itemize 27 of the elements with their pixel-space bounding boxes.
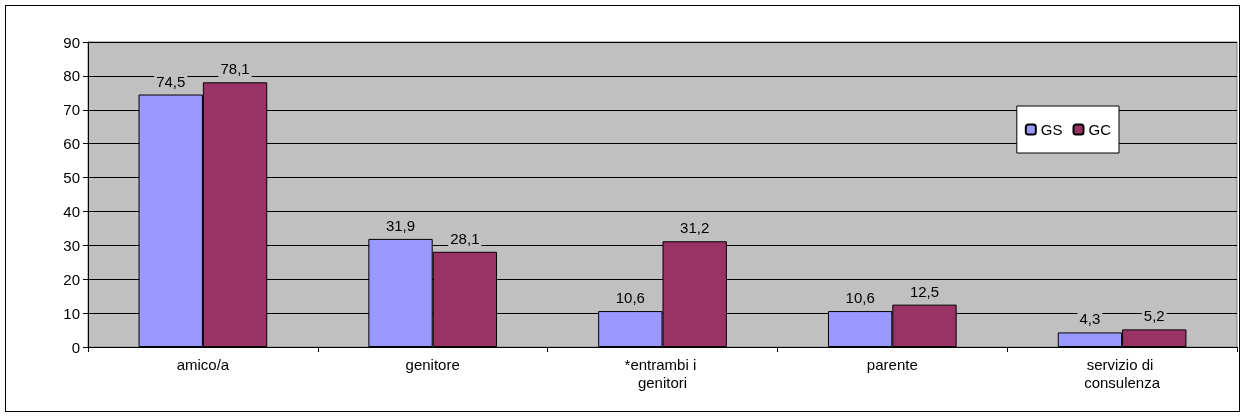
legend-label: GC xyxy=(1088,121,1112,138)
data-label: 74,5 xyxy=(156,72,186,90)
data-label: 28,1 xyxy=(450,229,480,247)
data-label: 4,3 xyxy=(1079,310,1101,328)
y-tick-label: 70 xyxy=(63,101,80,119)
y-tick-label: 90 xyxy=(63,33,80,51)
y-tick-label: 40 xyxy=(63,202,80,220)
y-tick-label: 60 xyxy=(63,135,80,153)
y-tick-label: 10 xyxy=(63,304,80,322)
y-tick-label: 30 xyxy=(63,236,80,254)
data-label: 31,2 xyxy=(680,219,710,237)
data-label: 78,1 xyxy=(220,60,250,78)
x-tick-label: *entrambi i genitori xyxy=(624,355,701,391)
x-tick-label: servizio di consulenza xyxy=(1084,355,1161,391)
y-tick-label: 50 xyxy=(63,169,80,187)
y-tick-label: 0 xyxy=(71,338,80,356)
data-label: 10,6 xyxy=(845,289,875,307)
data-label: 10,6 xyxy=(615,289,645,307)
y-tick-label: 80 xyxy=(63,67,80,85)
data-label: 12,5 xyxy=(909,282,940,300)
x-tick-label: genitore xyxy=(405,355,460,373)
y-tick-label: 20 xyxy=(63,270,80,288)
x-tick-label: parente xyxy=(866,355,918,373)
x-tick-label: amico/a xyxy=(176,355,230,373)
data-label: 31,9 xyxy=(385,216,416,234)
data-label: 5,2 xyxy=(1143,307,1165,325)
legend-label: GS xyxy=(1040,121,1063,138)
